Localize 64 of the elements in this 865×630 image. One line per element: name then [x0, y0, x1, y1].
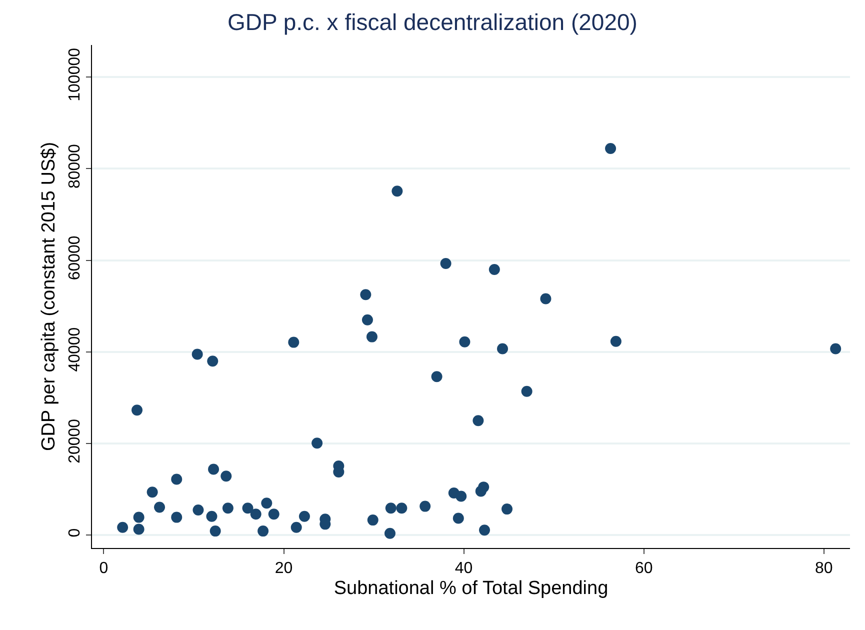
point	[385, 502, 396, 514]
point	[605, 143, 616, 154]
point	[478, 482, 490, 493]
point	[117, 522, 128, 533]
point	[192, 348, 203, 360]
point	[392, 186, 403, 197]
x-tick-label: 20	[274, 560, 293, 578]
point	[540, 293, 552, 304]
point	[154, 502, 166, 513]
point	[396, 502, 408, 514]
point	[479, 524, 490, 536]
x-tick-label: 0	[99, 560, 108, 578]
point	[171, 512, 182, 523]
point	[298, 510, 310, 522]
y-axis-title: GDP per capita (constant 2015 US$)	[38, 142, 60, 452]
point	[288, 336, 300, 348]
y-tick-label: 100000	[66, 48, 84, 102]
point	[366, 331, 378, 342]
point	[367, 514, 378, 526]
point	[830, 343, 842, 354]
point	[258, 526, 269, 537]
point	[210, 526, 221, 537]
point	[452, 512, 464, 524]
point	[171, 474, 182, 485]
x-tick-label: 80	[814, 560, 833, 578]
point	[459, 336, 470, 348]
point	[456, 490, 467, 502]
point	[290, 522, 302, 533]
point	[250, 508, 262, 520]
point	[472, 415, 484, 426]
point	[610, 336, 622, 347]
x-tick-label: 60	[634, 560, 653, 578]
y-tick-label: 80000	[66, 144, 84, 189]
point	[132, 404, 143, 416]
point	[261, 498, 272, 509]
point	[146, 486, 158, 498]
point	[312, 438, 323, 449]
point	[431, 371, 442, 382]
x-axis-title: Subnational % of Total Spending	[334, 578, 608, 599]
point	[133, 524, 144, 535]
y-tick-label: 60000	[66, 236, 84, 280]
y-tick-label: 40000	[66, 327, 84, 372]
point	[208, 464, 220, 475]
point	[502, 504, 513, 515]
point	[222, 502, 234, 514]
point	[488, 264, 500, 275]
point	[420, 500, 431, 512]
point	[192, 504, 204, 516]
point	[133, 512, 144, 523]
point	[360, 289, 372, 300]
x-tick-label: 40	[454, 560, 473, 578]
chart-title: GDP p.c. x fiscal decentralization (2020)	[228, 9, 638, 36]
point	[268, 508, 280, 520]
y-tick-label: 0	[66, 528, 84, 538]
point	[207, 356, 218, 367]
point	[440, 258, 452, 270]
point	[497, 343, 508, 354]
point	[362, 314, 373, 326]
y-tick-label: 20000	[66, 418, 84, 464]
point	[220, 470, 232, 482]
point	[384, 528, 396, 539]
point	[206, 510, 218, 522]
point	[521, 386, 532, 397]
point	[242, 502, 254, 514]
